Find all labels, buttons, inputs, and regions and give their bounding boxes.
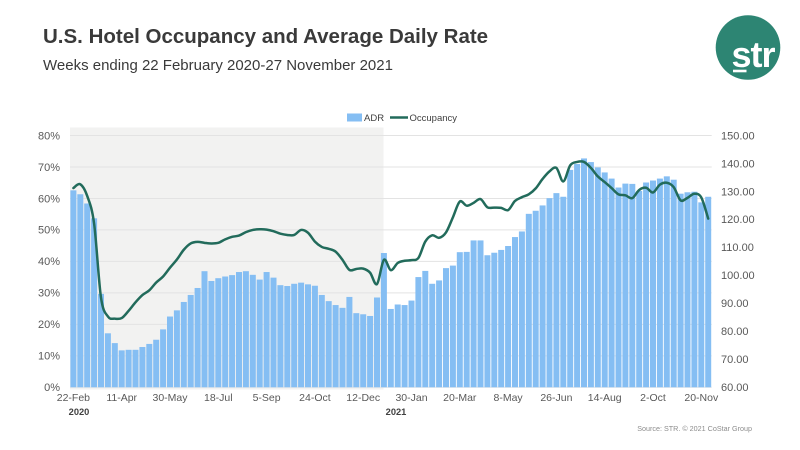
svg-text:80%: 80% [38,130,60,142]
svg-text:10%: 10% [38,351,60,363]
svg-text:8-May: 8-May [494,392,524,404]
svg-text:20%: 20% [38,319,60,331]
svg-text:ADR: ADR [364,113,384,124]
svg-text:5-Sep: 5-Sep [253,392,281,404]
svg-text:Occupancy: Occupancy [410,113,458,124]
svg-text:14-Aug: 14-Aug [588,392,622,404]
svg-text:70.00: 70.00 [721,354,749,366]
svg-text:40%: 40% [38,256,60,268]
svg-text:140.00: 140.00 [721,158,755,170]
svg-text:80.00: 80.00 [721,326,749,338]
svg-text:150.00: 150.00 [721,130,755,142]
svg-text:60.00: 60.00 [721,382,749,394]
svg-text:2021: 2021 [386,407,407,417]
svg-text:0%: 0% [44,382,60,394]
svg-text:30-Jan: 30-Jan [395,392,427,404]
svg-text:60%: 60% [38,193,60,205]
svg-text:120.00: 120.00 [721,214,755,226]
svg-text:22-Feb: 22-Feb [57,392,90,404]
svg-text:18-Jul: 18-Jul [204,392,233,404]
svg-text:130.00: 130.00 [721,186,755,198]
svg-text:20-Mar: 20-Mar [443,392,477,404]
svg-text:26-Jun: 26-Jun [540,392,572,404]
svg-text:100.00: 100.00 [721,270,755,282]
svg-text:Source: STR. © 2021 CoStar Gro: Source: STR. © 2021 CoStar Group [637,424,752,433]
svg-text:30%: 30% [38,288,60,300]
svg-text:str: str [731,34,775,75]
svg-text:110.00: 110.00 [721,242,754,254]
svg-text:20-Nov: 20-Nov [684,392,719,404]
svg-text:90.00: 90.00 [721,298,749,310]
svg-text:11-Apr: 11-Apr [106,392,137,404]
svg-text:2020: 2020 [69,407,90,417]
svg-text:2-Oct: 2-Oct [640,392,666,404]
svg-text:30-May: 30-May [152,392,188,404]
svg-text:50%: 50% [38,225,60,237]
svg-text:70%: 70% [38,162,60,174]
svg-text:24-Oct: 24-Oct [299,392,331,404]
svg-text:12-Dec: 12-Dec [346,392,380,404]
